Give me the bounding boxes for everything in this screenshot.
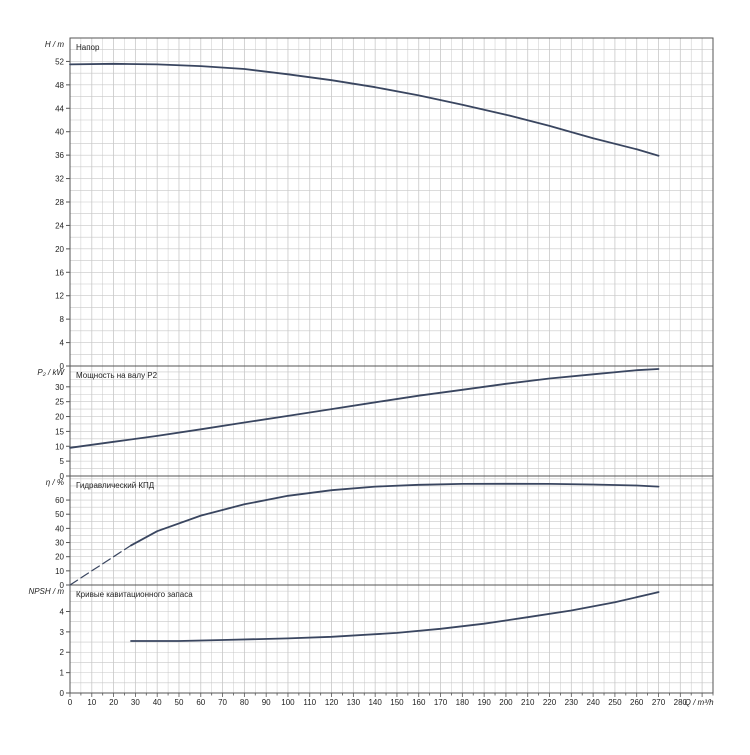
panel-frames	[66, 37, 714, 697]
x-tick-label: 170	[434, 698, 448, 707]
y-tick-label: 8	[60, 315, 65, 324]
x-axis-label: Q / m³/h	[685, 698, 714, 707]
y-tick-label: 44	[55, 104, 64, 113]
x-tick-label: 0	[68, 698, 73, 707]
panel-frame	[69, 475, 714, 586]
performance-curve	[69, 62, 660, 157]
y-tick-label: 16	[55, 268, 64, 277]
y-tick-label: 36	[55, 151, 64, 160]
y-tick-label: 10	[55, 442, 64, 451]
x-tick-label: 240	[586, 698, 600, 707]
y-tick-label: 50	[55, 510, 64, 519]
x-tick-label: 20	[109, 698, 118, 707]
x-tick-label: 150	[390, 698, 404, 707]
performance-curve	[69, 544, 132, 586]
panel-frame	[69, 365, 714, 477]
x-tick-label: 200	[499, 698, 513, 707]
y-tick-label: 20	[55, 245, 64, 254]
curves-layer	[69, 62, 660, 642]
y-tick-label: 10	[55, 567, 64, 576]
y-tick-label: 0	[60, 581, 65, 590]
x-tick-label: 100	[281, 698, 295, 707]
panel-title: Гидравлический КПД	[76, 481, 155, 490]
x-tick-label: 60	[196, 698, 205, 707]
performance-curve	[130, 482, 660, 547]
x-tick-label: 210	[521, 698, 535, 707]
x-tick-label: 80	[240, 698, 249, 707]
y-tick-label: 40	[55, 524, 64, 533]
x-tick-label: 130	[347, 698, 361, 707]
x-tick-label: 110	[303, 698, 316, 707]
x-tick-label: 190	[477, 698, 491, 707]
y-tick-label: 60	[55, 496, 64, 505]
x-tick-label: 40	[153, 698, 162, 707]
y-tick-label: 52	[55, 57, 64, 66]
y-tick-label: 1	[60, 669, 65, 678]
x-tick-label: 140	[368, 698, 382, 707]
x-tick-label: 120	[325, 698, 339, 707]
x-tick-label: 70	[218, 698, 227, 707]
y-axis-label: NPSH / m	[28, 587, 64, 596]
x-tick-label: 280	[674, 698, 688, 707]
panel-title: Мощность на валу P2	[76, 371, 158, 380]
y-tick-label: 2	[60, 648, 65, 657]
x-tick-label: 180	[456, 698, 470, 707]
x-tick-label: 10	[87, 698, 96, 707]
y-tick-label: 20	[55, 413, 64, 422]
y-tick-label: 4	[60, 339, 65, 348]
y-tick-label: 15	[55, 427, 64, 436]
x-tick-label: 50	[175, 698, 184, 707]
x-tick-label: 230	[565, 698, 579, 707]
panel-title: Кривые кавитационного запаса	[76, 590, 193, 599]
x-tick-label: 160	[412, 698, 426, 707]
y-tick-label: 24	[55, 221, 64, 230]
performance-curve	[130, 591, 660, 642]
x-tick-label: 90	[262, 698, 271, 707]
y-tick-label: 28	[55, 198, 64, 207]
y-tick-label: 0	[60, 472, 65, 481]
y-tick-label: 32	[55, 175, 64, 184]
performance-curve	[69, 368, 660, 449]
y-tick-label: 0	[60, 362, 65, 371]
y-axis-label: η / %	[46, 478, 64, 487]
y-tick-label: 48	[55, 81, 64, 90]
y-tick-label: 40	[55, 128, 64, 137]
y-tick-label: 3	[60, 628, 65, 637]
y-tick-label: 30	[55, 539, 64, 548]
panel-title: Напор	[76, 43, 100, 52]
y-axis-label: H / m	[45, 40, 64, 49]
y-axis-label: P₂ / kW	[37, 368, 65, 377]
x-tick-label: 30	[131, 698, 140, 707]
y-tick-label: 4	[60, 607, 65, 616]
y-tick-label: 25	[55, 398, 64, 407]
y-tick-label: 12	[55, 292, 64, 301]
x-tick-label: 250	[608, 698, 622, 707]
y-tick-label: 30	[55, 383, 64, 392]
x-tick-label: 260	[630, 698, 644, 707]
x-tick-label: 270	[652, 698, 666, 707]
y-tick-label: 20	[55, 553, 64, 562]
y-tick-label: 5	[60, 457, 65, 466]
x-tick-label: 220	[543, 698, 557, 707]
panel-frame	[69, 584, 714, 694]
y-tick-label: 0	[60, 689, 65, 698]
